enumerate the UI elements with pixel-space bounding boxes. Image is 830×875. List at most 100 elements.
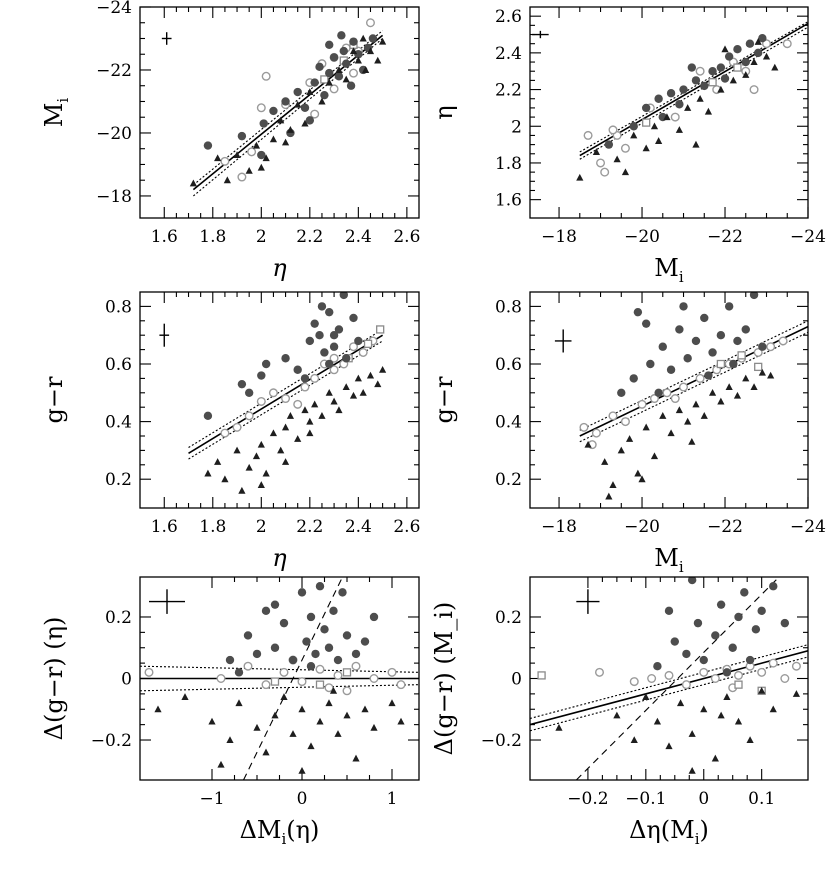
filled-circle-point (338, 588, 347, 597)
open-square-point (342, 668, 352, 677)
filled-circle-point (354, 50, 363, 59)
triangle-point (325, 78, 333, 86)
x-tick-label: 2.2 (296, 517, 323, 537)
open-circle-point (647, 674, 657, 684)
open-circle-point (297, 677, 307, 687)
x-axis-title: Mi (654, 254, 684, 286)
y-tick-label: 0 (511, 670, 522, 690)
triangle-point (630, 131, 638, 139)
triangle-point (226, 736, 234, 744)
fit-line-dashed (575, 577, 780, 780)
filled-circle-point (270, 643, 280, 652)
triangle-point (154, 705, 162, 713)
triangle-point (298, 766, 306, 774)
filled-circle-point (769, 582, 778, 591)
filled-circle-point (728, 643, 737, 652)
fit-line-dotted (530, 644, 808, 720)
filled-circle-point (306, 661, 316, 671)
x-tick-label: 1.6 (151, 517, 178, 537)
filled-circle-point (339, 292, 348, 300)
y-tick-label: −22 (96, 61, 132, 81)
y-tick-label: −0.2 (481, 731, 522, 751)
filled-circle-point (349, 313, 358, 323)
triangle-point (688, 437, 696, 445)
y-axis-title: Mi (40, 98, 72, 128)
triangle-point (277, 116, 285, 124)
triangle-point (675, 126, 683, 133)
x-tick-label: −20 (624, 227, 660, 247)
x-axis-title: η (272, 544, 287, 572)
open-square-point (754, 362, 763, 372)
filled-circle-point (360, 637, 370, 646)
open-circle-point (670, 112, 680, 122)
triangle-point (704, 107, 713, 115)
triangle-point (325, 389, 333, 396)
filled-circle-point (293, 365, 302, 374)
y-tick-label: 0.4 (495, 413, 522, 433)
x-tick-label: −0.1 (625, 789, 666, 809)
triangle-point (349, 47, 358, 55)
x-tick-label: 1.8 (199, 227, 226, 247)
filled-circle-point (693, 618, 703, 628)
x-axis-title: η (272, 254, 287, 282)
triangle-point (676, 699, 685, 707)
y-tick-label: 0.2 (105, 470, 132, 490)
plot-frame (139, 6, 420, 219)
open-circle-point (342, 686, 352, 696)
open-circle-point (369, 674, 379, 684)
triangle-point (307, 742, 315, 750)
filled-circle-point (281, 354, 290, 363)
filled-circle-point (270, 600, 280, 609)
y-tick-label: 2.4 (495, 44, 522, 64)
filled-circle-point (325, 40, 334, 49)
filled-circle-point (261, 606, 271, 616)
open-circle-point (766, 342, 776, 352)
filled-circle-point (257, 150, 266, 160)
triangle-point (717, 397, 725, 405)
open-circle-point (310, 373, 320, 383)
open-circle-point (329, 365, 339, 375)
triangle-point (298, 705, 306, 713)
triangle-point (374, 380, 382, 388)
x-axis-title-sub: i (679, 558, 684, 576)
filled-circle-point (339, 46, 348, 56)
triangle-point (262, 154, 270, 162)
triangle-point (721, 45, 729, 53)
filled-circle-point (641, 103, 651, 113)
x-axis-title-tail: ) (700, 816, 709, 844)
filled-circle-point (729, 359, 738, 369)
fit-line-dotted (530, 656, 808, 732)
filled-circle-point (700, 81, 709, 91)
filled-circle-point (711, 631, 720, 640)
x-tick-label: 2 (256, 517, 267, 537)
triangle-point (245, 463, 253, 471)
filled-circle-point (334, 72, 344, 81)
open-circle-point (753, 347, 763, 357)
triangle-point (642, 423, 650, 431)
filled-circle-point (342, 631, 352, 640)
filled-circle-point (310, 78, 319, 87)
triangle-point (601, 458, 609, 465)
open-circle-point (256, 396, 266, 406)
triangle-point (758, 687, 766, 694)
filled-circle-point (708, 348, 717, 357)
triangle-point (252, 452, 261, 460)
triangle-point (289, 730, 297, 737)
triangle-point (754, 38, 762, 45)
open-circle-point (281, 394, 291, 404)
fit-line-dotted (579, 26, 808, 160)
x-axis-title-sub: i (281, 830, 286, 848)
filled-circle-point (237, 379, 247, 389)
triangle-point (325, 699, 333, 707)
triangle-point (334, 730, 342, 737)
plot-frame (139, 291, 420, 509)
y-tick-label: 0.6 (105, 355, 132, 375)
y-axis-title: g−r (40, 376, 68, 423)
triangle-point (642, 144, 650, 152)
panel-4: −18 −20 −22 −24 0.2 0.4 0.6 0.8 Mi g−r (430, 291, 826, 576)
x-tick-label: 2.2 (296, 227, 323, 247)
y-tick-label: 0.2 (105, 608, 132, 628)
filled-circle-point (757, 606, 766, 616)
open-circle-point (300, 382, 310, 392)
x-tick-label: −22 (707, 227, 743, 247)
